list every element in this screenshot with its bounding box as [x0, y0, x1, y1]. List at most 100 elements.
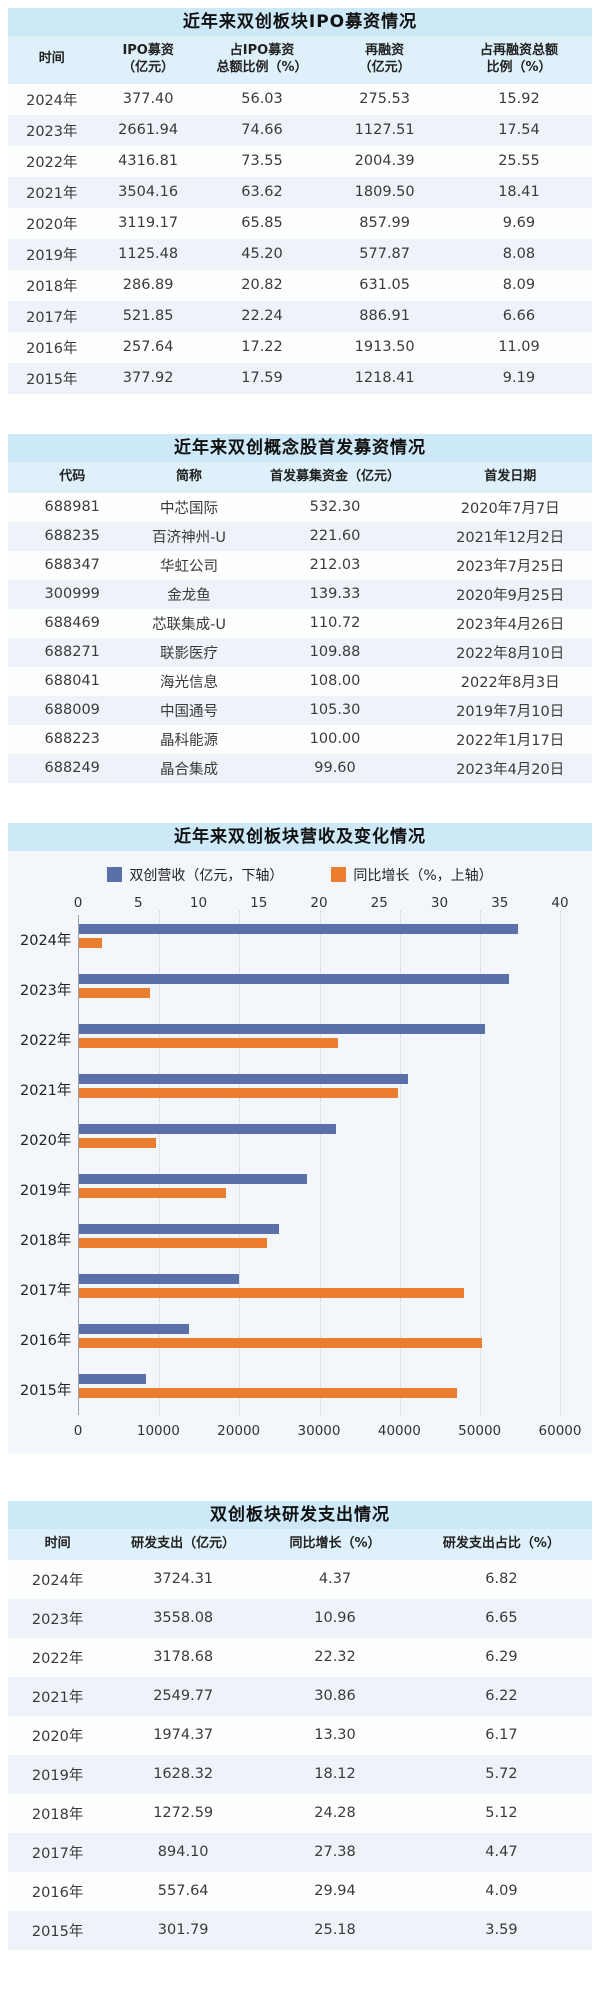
table-cell: 3119.17 [118, 215, 179, 232]
axis-tick-label: 20000 [217, 1422, 261, 1439]
table-row: 688347 华虹公司 212.03 2023年7月25日 [8, 550, 592, 580]
chart-body: 2024年 2023年 2022年 2021年 2020年 2019年 2018年 2017年… [8, 910, 592, 1415]
table-cell: 9.69 [502, 215, 536, 232]
table-cell: 4.37 [318, 1571, 352, 1588]
rnd-table-header: 时间 研发支出（亿元） 同比增长（%） 研发支出占比（%） [8, 1528, 592, 1560]
table-row: 688469 芯联集成-U 110.72 2023年4月26日 [8, 608, 592, 638]
legend-label: 同比增长（%，上轴） [353, 867, 493, 884]
table-cell: 2023年 [31, 1611, 84, 1628]
axis-tick-label: 60000 [538, 1422, 582, 1439]
table-cell: 2017年 [31, 1845, 84, 1862]
table-cell: 2018年 [31, 1806, 84, 1823]
column-header: 研发支出占比（%） [442, 1535, 560, 1551]
table-cell: 139.33 [309, 586, 361, 603]
table-cell: 11.09 [498, 339, 540, 356]
table-cell: 221.60 [309, 528, 361, 545]
table-row: 2019年 1125.48 45.20 577.87 8.08 [8, 238, 592, 270]
column-header: 代码 [59, 468, 86, 484]
bar-group [79, 1015, 560, 1065]
table-cell: 中芯国际 [160, 500, 219, 517]
table-cell: 18.41 [498, 184, 540, 201]
year-label: 2023年 [20, 983, 72, 1000]
table-row: 688009 中国通号 105.30 2019年7月10日 [8, 695, 592, 725]
table-cell: 24.28 [314, 1805, 356, 1822]
table-row: 2022年 4316.81 73.55 2004.39 25.55 [8, 145, 592, 177]
table-cell: 577.87 [359, 246, 411, 263]
ipo-table-section: 近年来双创板块IPO募资情况 时间 IPO募资 （亿元） 占IPO募资 总额比例（%… [8, 8, 592, 394]
bar-group [79, 1215, 560, 1265]
year-label: 2021年 [20, 1083, 72, 1100]
table-row: 2023年 3558.08 10.96 6.65 [8, 1598, 592, 1638]
revenue-bar [79, 923, 518, 934]
table-cell: 百济神州-U [152, 529, 226, 546]
table-row: 2017年 521.85 22.24 886.91 6.66 [8, 300, 592, 332]
table-cell: 631.05 [359, 277, 411, 294]
column-header: 时间 [38, 51, 65, 67]
revenue-bar [79, 1323, 189, 1334]
legend-label: 双创营收（亿元，下轴） [129, 867, 284, 884]
table-cell: 74.66 [241, 122, 283, 139]
table-cell: 海光信息 [160, 674, 219, 691]
column-header: 再融资 （亿元） [358, 43, 411, 75]
bar-group [79, 1315, 560, 1365]
table-cell: 212.03 [309, 557, 361, 574]
revenue-chart-section: 近年来双创板块营收及变化情况 双创营收（亿元，下轴） 同比增长（%，上轴） 0 5 1… [8, 822, 592, 1453]
table-cell: 286.89 [122, 277, 174, 294]
axis-tick-label: 50000 [458, 1422, 502, 1439]
table-row: 688235 百济神州-U 221.60 2021年12月2日 [8, 521, 592, 551]
table-cell: 2022年 [31, 1650, 84, 1667]
table-row: 2017年 894.10 27.38 4.47 [8, 1832, 592, 1872]
axis-tick-label: 15 [250, 894, 268, 911]
table-cell: 857.99 [359, 215, 411, 232]
table-cell: 300999 [44, 586, 100, 603]
table-cell: 1913.50 [354, 339, 415, 356]
bar-group [79, 1365, 560, 1415]
table-row: 688271 联影医疗 109.88 2022年8月10日 [8, 637, 592, 667]
table-row: 2023年 2661.94 74.66 1127.51 17.54 [8, 114, 592, 146]
table-cell: 688347 [44, 557, 100, 574]
table-cell: 2015年 [31, 1923, 84, 1940]
concept-stock-table-title: 近年来双创概念股首发募资情况 [8, 433, 592, 462]
table-cell: 110.72 [309, 615, 361, 632]
concept-stock-table-body: 688981 中芯国际 532.30 2020年7月7日 688235 百济神州-U 221… [8, 492, 592, 783]
table-cell: 2017年 [26, 309, 78, 326]
year-label: 2018年 [20, 1233, 72, 1250]
table-cell: 2016年 [26, 340, 78, 357]
axis-tick-label: 5 [133, 894, 143, 911]
ipo-table-title: 近年来双创板块IPO募资情况 [8, 8, 592, 36]
legend-item: 同比增长（%，上轴） [331, 865, 493, 885]
table-cell: 6.22 [485, 1688, 518, 1705]
table-cell: 108.00 [309, 673, 361, 690]
table-cell: 5.72 [485, 1766, 518, 1783]
table-cell: 中国通号 [160, 703, 219, 720]
table-cell: 2022年8月10日 [456, 645, 565, 662]
table-row: 2022年 3178.68 22.32 6.29 [8, 1637, 592, 1677]
table-cell: 10.96 [314, 1610, 356, 1627]
table-cell: 2024年 [31, 1572, 84, 1589]
table-cell: 377.40 [122, 91, 174, 108]
table-cell: 688223 [44, 731, 100, 748]
bottom-axis: 0 10000 20000 30000 40000 50000 60000 [74, 1421, 582, 1445]
bar-group [79, 1165, 560, 1215]
table-cell: 557.64 [157, 1883, 209, 1900]
table-cell: 6.17 [485, 1727, 518, 1744]
ipo-table-body: 2024年 377.40 56.03 275.53 15.92 2023年 2661.94 7… [8, 83, 592, 394]
table-cell: 22.24 [241, 308, 283, 325]
table-cell: 3724.31 [153, 1571, 214, 1588]
axis-tick-label: 40 [551, 894, 569, 911]
table-cell: 15.92 [498, 91, 540, 108]
table-cell: 2015年 [26, 371, 78, 388]
column-header: IPO募资 （亿元） [122, 43, 175, 75]
table-cell: 1127.51 [354, 122, 415, 139]
year-label: 2016年 [20, 1333, 72, 1350]
table-cell: 18.12 [314, 1766, 356, 1783]
table-cell: 894.10 [157, 1844, 209, 1861]
concept-stock-table-header: 代码 简称 首发募集资金（亿元） 首发日期 [8, 461, 592, 493]
column-header: 占再融资总额 比例（%） [479, 43, 558, 75]
table-cell: 25.18 [314, 1922, 356, 1939]
axis-tick-label: 30 [430, 894, 449, 911]
table-row: 688041 海光信息 108.00 2022年8月3日 [8, 666, 592, 696]
growth-bar [79, 1237, 267, 1248]
year-label: 2020年 [20, 1133, 72, 1150]
ipo-table-header: 时间 IPO募资 （亿元） 占IPO募资 总额比例（%） 再融资 （亿元） 占再融资总额… [8, 36, 592, 84]
